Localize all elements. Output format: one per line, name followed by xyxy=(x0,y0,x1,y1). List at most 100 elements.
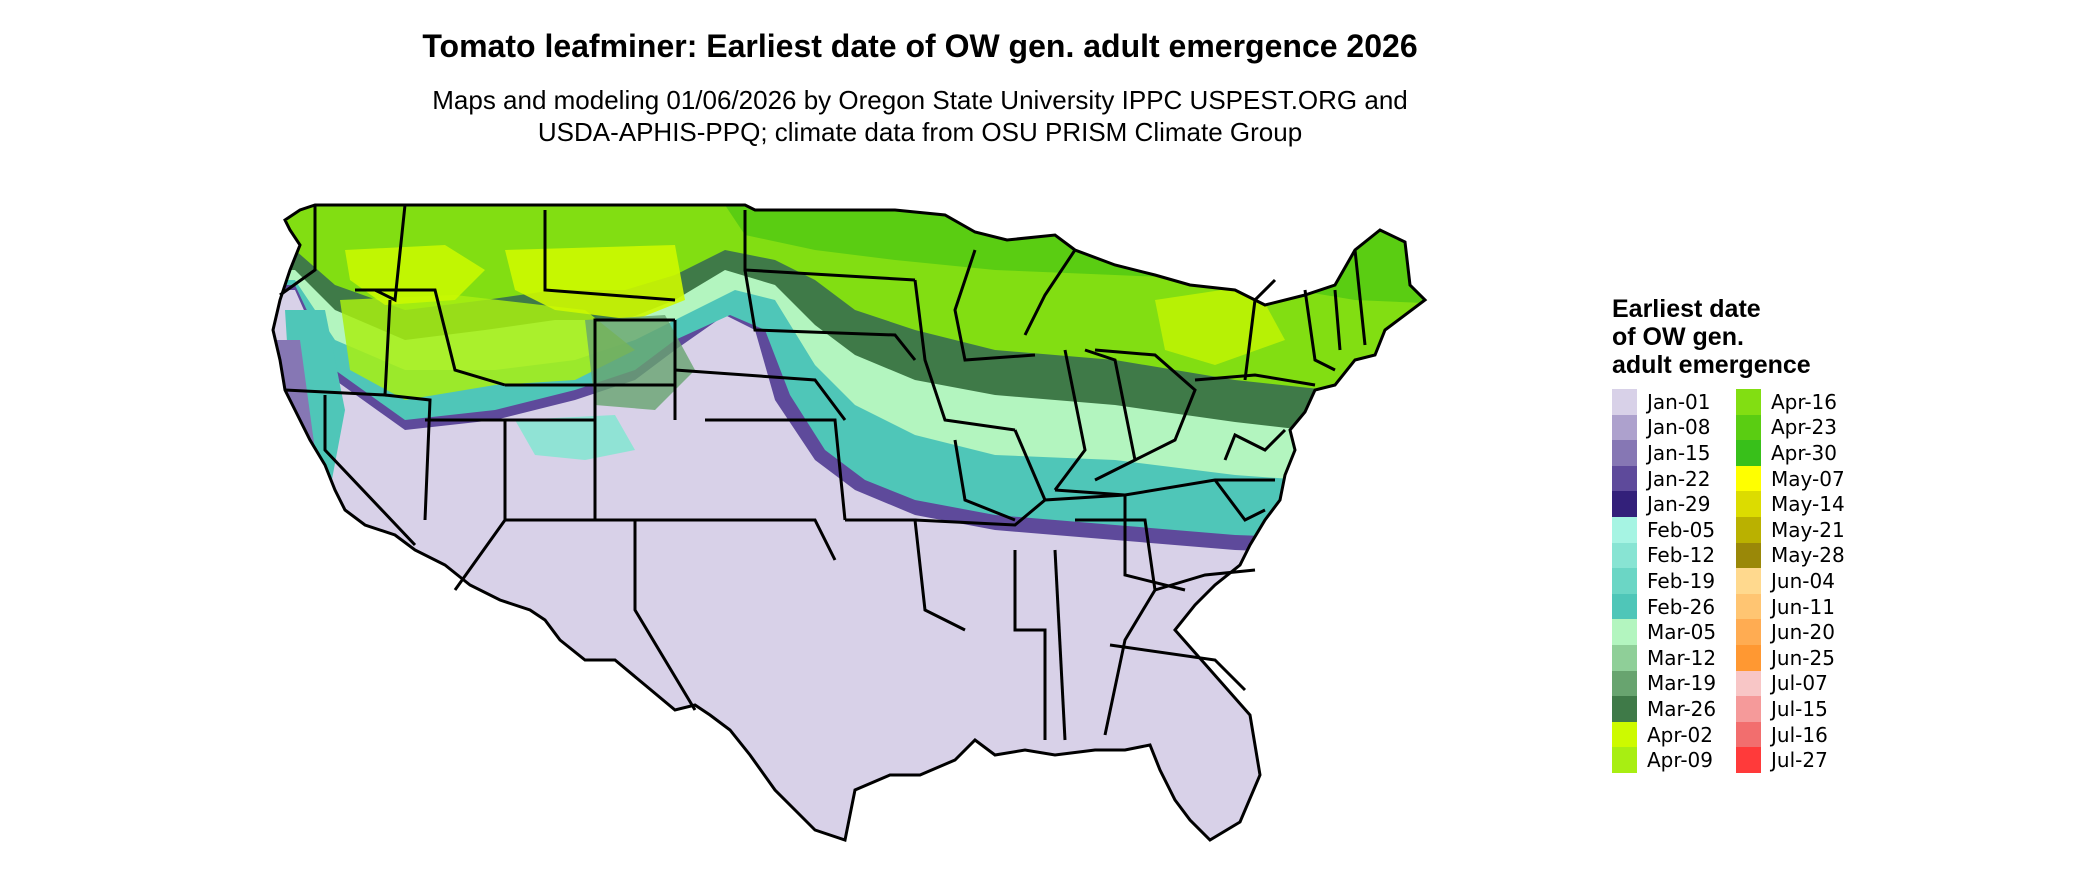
legend-label: Mar-12 xyxy=(1647,645,1717,670)
legend-entry: Apr-23 xyxy=(1736,414,1845,441)
legend-label: Jul-27 xyxy=(1771,748,1828,773)
state-border xyxy=(374,204,407,303)
subtitle-line-1: Maps and modeling 01/06/2026 by Oregon S… xyxy=(432,85,1408,115)
legend-entry: May-07 xyxy=(1736,465,1845,492)
legend-label: Feb-12 xyxy=(1647,543,1716,568)
legend-entry: Feb-19 xyxy=(1612,568,1716,594)
legend-entry: Apr-09 xyxy=(1612,747,1716,773)
legend-swatch xyxy=(1612,491,1637,517)
state-border xyxy=(1333,289,1342,351)
legend-swatch xyxy=(1612,440,1637,466)
legend-label: Apr-16 xyxy=(1771,389,1837,414)
legend-label: May-28 xyxy=(1771,543,1845,568)
legend-entry: May-21 xyxy=(1736,516,1845,543)
state-border xyxy=(1123,495,1186,592)
legend-label: May-07 xyxy=(1771,466,1845,491)
legend-swatch xyxy=(1736,721,1761,748)
legend-entry: Jan-08 xyxy=(1612,414,1716,441)
state-border xyxy=(1013,550,1047,740)
legend-label: Apr-09 xyxy=(1647,748,1713,773)
legend-label: Jan-08 xyxy=(1647,415,1711,440)
state-border xyxy=(635,518,837,561)
legend-entry: Jun-20 xyxy=(1736,619,1845,645)
legend-swatch xyxy=(1736,491,1761,517)
legend-swatch xyxy=(1736,747,1761,773)
legend-label: Jan-15 xyxy=(1647,440,1711,465)
legend-title-line-2: of OW gen. xyxy=(1612,323,1744,351)
legend-label: Mar-19 xyxy=(1647,671,1717,696)
state-border xyxy=(1053,549,1067,741)
state-border xyxy=(953,249,1036,362)
montana-plains-zone xyxy=(505,245,685,320)
legend-entry: Jul-27 xyxy=(1736,747,1845,773)
legend-entry: May-28 xyxy=(1736,542,1845,569)
lake-plains-zone xyxy=(1155,285,1285,365)
legend-entry: Jul-07 xyxy=(1736,670,1845,697)
legend-entry: Feb-05 xyxy=(1612,516,1716,543)
legend-entry: Jan-01 xyxy=(1612,389,1716,415)
legend-swatch xyxy=(1736,465,1761,492)
legend-swatch xyxy=(1612,670,1637,697)
legend-entry: Jun-04 xyxy=(1736,568,1845,594)
legend-swatch xyxy=(1736,516,1761,543)
state-border xyxy=(279,205,317,297)
legend-swatch xyxy=(1612,721,1637,748)
legend-entry: Jun-11 xyxy=(1736,593,1845,620)
great-basin-zone xyxy=(340,295,635,400)
legend-swatch xyxy=(1736,644,1761,671)
legend-entry: Jan-15 xyxy=(1612,440,1716,466)
legend-entries: Jan-01 Jan-08 Jan-15 Jan-22 Jan-29 Feb-05 Feb-… xyxy=(1612,389,1872,789)
legend-swatch xyxy=(1736,593,1761,620)
state-border xyxy=(323,395,417,547)
legend-swatch xyxy=(1736,568,1761,594)
legend-label: Jun-20 xyxy=(1771,620,1835,645)
legend-swatch xyxy=(1612,414,1637,441)
legend-swatch xyxy=(1612,593,1637,620)
state-border xyxy=(1053,349,1087,491)
legend-swatch xyxy=(1612,465,1637,492)
state-border xyxy=(543,210,676,302)
legend-label: Feb-05 xyxy=(1647,517,1716,542)
legend-title-line-3: adult emergence xyxy=(1612,351,1811,379)
legend-entry: May-14 xyxy=(1736,491,1845,517)
state-border xyxy=(705,418,847,521)
southwest-teal-patch xyxy=(515,415,635,460)
legend-entry: Feb-12 xyxy=(1612,542,1716,569)
legend-entry: Jun-25 xyxy=(1736,644,1845,671)
legend-swatch xyxy=(1612,542,1637,569)
state-border xyxy=(593,318,675,420)
legend-swatch xyxy=(1612,619,1637,645)
legend-swatch xyxy=(1612,516,1637,543)
legend-label: Mar-05 xyxy=(1647,620,1717,645)
legend-swatch xyxy=(1736,542,1761,569)
legend-entry: Mar-26 xyxy=(1612,696,1716,722)
state-border xyxy=(674,368,847,421)
state-border xyxy=(1194,373,1316,387)
legend-entry: Mar-12 xyxy=(1612,644,1717,671)
legend-entry: Jul-16 xyxy=(1736,721,1845,748)
us-emergence-map xyxy=(271,203,1427,842)
legend-column-1: Jan-01 Jan-08 Jan-15 Jan-22 Jan-29 Feb-05 Feb-… xyxy=(1612,389,1716,773)
legend-swatch xyxy=(1612,696,1637,722)
state-border xyxy=(914,493,1126,527)
legend-swatch xyxy=(1736,414,1761,441)
map-title: Tomato leafminer: Earliest date of OW ge… xyxy=(422,28,1418,64)
state-border xyxy=(425,418,507,591)
state-border xyxy=(1084,348,1137,482)
map-subtitle: Maps and modeling 01/06/2026 by Oregon S… xyxy=(0,84,1840,148)
legend-swatch xyxy=(1612,568,1637,594)
legend-label: Jun-25 xyxy=(1771,645,1835,670)
state-border xyxy=(1243,278,1277,381)
legend-entry: Mar-05 xyxy=(1612,619,1716,645)
legend-entry: Jan-29 xyxy=(1612,491,1716,517)
legend-title-line-1: Earliest date xyxy=(1612,295,1761,323)
state-border xyxy=(1013,429,1047,501)
legend-entry: Apr-16 xyxy=(1736,389,1845,415)
legend-label: Jun-04 xyxy=(1771,568,1835,593)
legend-label: Feb-26 xyxy=(1647,594,1716,619)
legend-entry: Mar-19 xyxy=(1612,670,1717,697)
legend-label: Apr-02 xyxy=(1647,722,1713,747)
legend-entry: Jan-22 xyxy=(1612,465,1716,492)
legend-entry: Feb-26 xyxy=(1612,593,1716,620)
legend-label: May-21 xyxy=(1771,517,1845,542)
